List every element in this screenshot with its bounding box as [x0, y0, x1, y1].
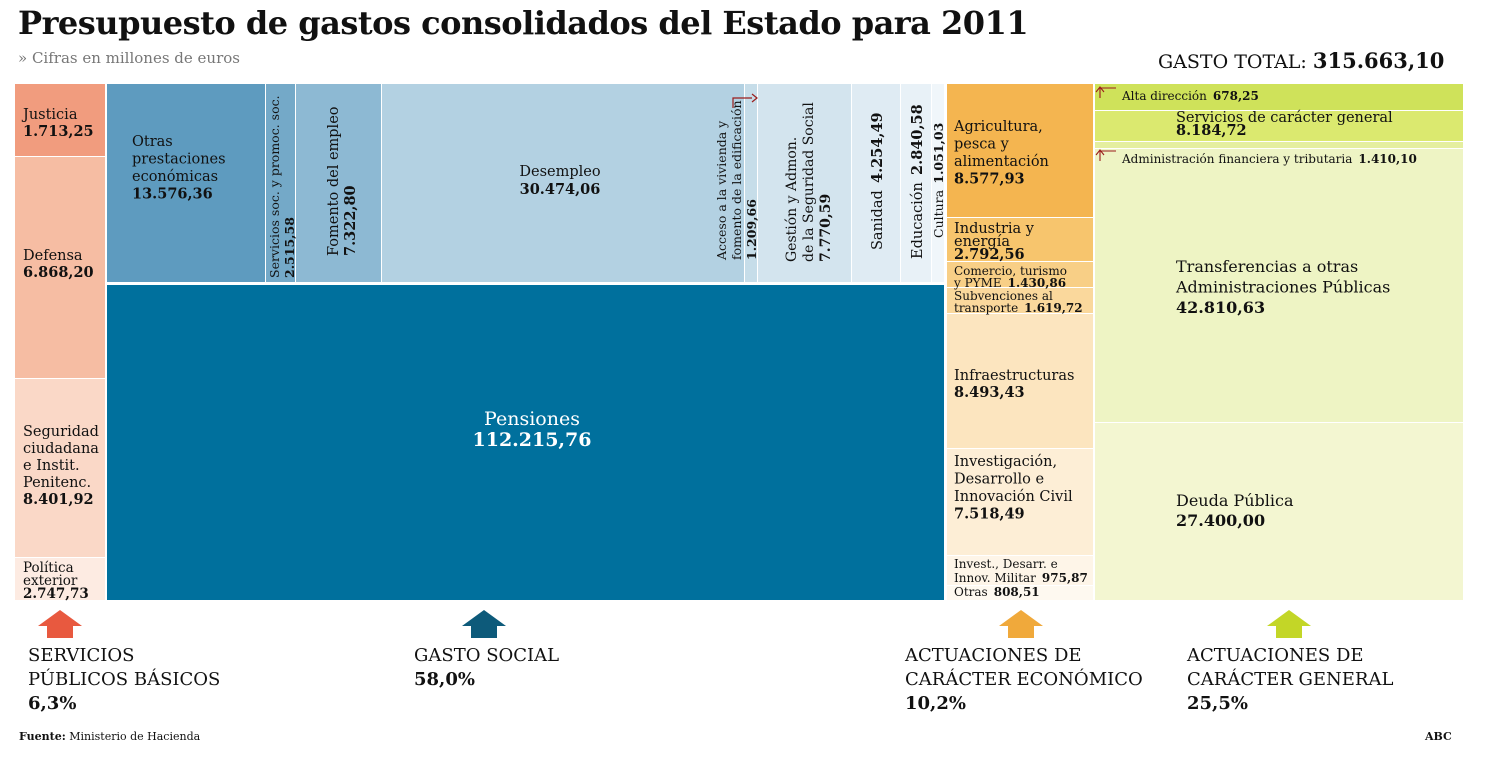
value-alta-direccion: 678,25 [1213, 89, 1259, 103]
tile-desempleo [382, 84, 744, 282]
label-investigacion-militar: Invest., Desarr. e Innov. Militar 975,87 [954, 557, 1088, 585]
leader-alta-direccion-head [1095, 86, 1105, 93]
tile-agricultura [947, 84, 1093, 217]
legend-arrow-general [1267, 610, 1311, 638]
label-pensiones: Pensiones 112.215,76 [473, 408, 592, 451]
tile-otras [947, 586, 1093, 600]
chart-subtitle: » Cifras en millones de euros [18, 49, 240, 67]
tile-seguridad [15, 379, 105, 557]
value-cultura: 1.051,03 [931, 123, 946, 184]
label-seguridad: Seguridad ciudadana e Instit. Penitenc. 8.40… [23, 424, 99, 508]
label-fomento-empleo: Fomento del empleo7.322,80 [326, 106, 359, 256]
label-justicia: Justicia 1.713,25 [21, 107, 94, 140]
legend-arrow-economico [999, 610, 1043, 638]
label-servicios-sociales: Servicios soc. y promoc. soc.2.515,58 [267, 95, 297, 278]
tile-cultura [932, 84, 944, 282]
label-industria: Industria y energía 2.792,56 [954, 221, 1035, 263]
tile-transferencias [1095, 149, 1463, 422]
source-label: Fuente: [19, 730, 66, 743]
total-value: 315.663,10 [1312, 48, 1445, 73]
label-deuda: Deuda Pública 27.400,00 [1176, 491, 1294, 530]
source-note: Fuente: Ministerio de Hacienda [19, 730, 200, 743]
tile-industria [947, 218, 1093, 261]
legend-economico: ACTUACIONES DE CARÁCTER ECONÓMICO 10,2% [904, 645, 1143, 714]
tile-otras-prestaciones [107, 84, 265, 282]
leader-alta-direccion [1099, 87, 1116, 98]
label-otras-prestaciones: Otras prestaciones económicas 13.576,36 [132, 134, 226, 203]
source-text: Ministerio de Hacienda [69, 730, 201, 743]
tile-educacion [901, 84, 931, 282]
label-subvenciones: Subvenciones al transporte 1.619,72 [954, 289, 1083, 315]
value-otras: 808,51 [994, 585, 1040, 599]
label-infraestructuras: Infraestructuras 8.493,43 [954, 368, 1074, 401]
tile-justicia [15, 84, 105, 156]
label-cultura: Cultura 1.051,03 [931, 123, 946, 238]
label-investigacion-civil: Investigación, Desarrollo e Innovación Civ… [954, 454, 1073, 523]
legend-arrow-social [462, 610, 506, 638]
label-vivienda: Acceso a la vivienda yfomento de la edif… [714, 100, 759, 261]
legend-social: GASTO SOCIAL 58,0% [414, 645, 559, 690]
tile-infraestructuras [947, 314, 1093, 448]
value-subvenciones: 1.619,72 [1024, 301, 1082, 315]
label-educacion: Educación 2.840,58 [909, 104, 926, 259]
tile-investigacion-militar [947, 556, 1093, 585]
tile-servicios-sociales [266, 84, 295, 282]
tile-investigacion-civil [947, 449, 1093, 555]
label-transferencias: Transferencias a otras Administraciones P… [1175, 257, 1390, 317]
tile-defensa [15, 157, 105, 378]
label-comercio: Comercio, turismo y PYME 1.430,86 [953, 264, 1067, 290]
value-educacion: 2.840,58 [909, 104, 926, 175]
tile-alta-direccion [1095, 84, 1463, 110]
label-administracion-financiera: Administración financiera y tributaria 1… [1121, 152, 1417, 166]
credit: ABC [1425, 730, 1452, 743]
tile-comercio [947, 262, 1093, 287]
chart-title: Presupuesto de gastos consolidados del E… [18, 4, 1029, 42]
tile-sanidad [852, 84, 900, 282]
label-gestion-ss: Gestión y Admon.de la Seguridad Social7.… [784, 102, 834, 262]
tile-servicios-generales [1095, 111, 1463, 141]
tile-politica-exterior [15, 558, 105, 600]
total-label: GASTO TOTAL: [1158, 51, 1307, 73]
value-administracion-financiera: 1.410,10 [1358, 152, 1416, 166]
value-investigacion-militar: 975,87 [1042, 571, 1088, 585]
tile-administracion-financiera [1095, 142, 1463, 148]
label-servicios-generales: Servicios de carácter general 8.184,72 [1176, 110, 1393, 139]
label-politica-exterior: Política exterior 2.747,73 [23, 560, 89, 602]
tile-deuda [1095, 423, 1463, 600]
leader-vivienda [732, 97, 752, 108]
tile-vivienda [745, 84, 757, 282]
leader-administracion-financiera-head [1095, 149, 1105, 156]
label-desempleo: Desempleo 30.474,06 [519, 164, 600, 198]
tile-subvenciones [947, 288, 1093, 313]
tile-pensiones [107, 285, 944, 600]
legend-servicios: SERVICIOS PÚBLICOS BÁSICOS 6,3% [28, 645, 220, 714]
value-sanidad: 4.254,49 [869, 112, 886, 183]
label-defensa: Defensa 6.868,20 [23, 248, 94, 281]
tile-fomento-empleo [296, 84, 381, 282]
leader-vivienda-head [751, 93, 758, 103]
value-comercio: 1.430,86 [1008, 276, 1066, 290]
label-agricultura: Agricultura, pesca y alimentación 8.577,93 [953, 119, 1049, 188]
label-otras: Otras 808,51 [954, 585, 1040, 599]
label-sanidad: Sanidad 4.254,49 [869, 112, 886, 250]
total-spending: GASTO TOTAL: 315.663,10 [1158, 48, 1444, 73]
tile-gestion-ss [758, 84, 851, 282]
label-alta-direccion: Alta dirección 678,25 [1121, 89, 1259, 103]
legend-general: ACTUACIONES DE CARÁCTER GENERAL 25,5% [1186, 645, 1393, 714]
legend-arrow-servicios [38, 610, 82, 638]
leader-administracion-financiera [1099, 150, 1116, 161]
